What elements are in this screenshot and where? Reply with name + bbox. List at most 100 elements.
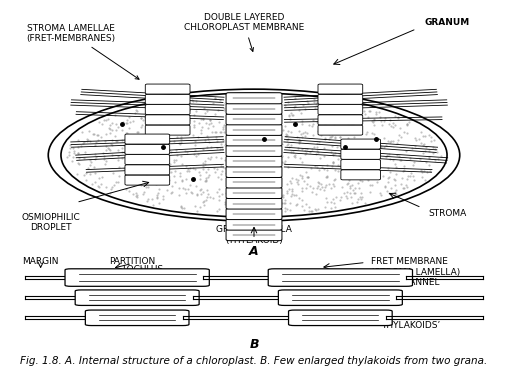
Point xyxy=(372,158,380,164)
Point xyxy=(202,169,210,175)
Point xyxy=(389,137,397,144)
Point xyxy=(177,134,185,140)
Point xyxy=(405,154,414,161)
Point xyxy=(151,142,160,148)
Point xyxy=(123,181,131,187)
Point xyxy=(218,191,226,197)
Point xyxy=(359,178,367,184)
Point xyxy=(284,136,292,142)
Point xyxy=(318,127,326,134)
Point xyxy=(259,176,267,182)
Point xyxy=(386,139,394,145)
Point xyxy=(275,173,283,179)
Point xyxy=(402,122,410,128)
Point xyxy=(269,153,277,159)
Point xyxy=(307,189,315,195)
Point xyxy=(319,115,327,121)
Point xyxy=(151,104,159,111)
Point xyxy=(431,157,439,163)
Point xyxy=(274,143,282,149)
Point xyxy=(130,160,138,166)
Point xyxy=(303,130,311,136)
Point xyxy=(355,169,363,175)
Point xyxy=(237,196,245,202)
Text: GRANA LAMELLA
(THYLAKOID): GRANA LAMELLA (THYLAKOID) xyxy=(216,225,292,245)
Point xyxy=(421,148,429,154)
Point xyxy=(166,161,174,167)
Point xyxy=(310,96,318,102)
Point xyxy=(86,157,94,163)
Point xyxy=(83,137,91,143)
FancyBboxPatch shape xyxy=(318,84,363,94)
Point xyxy=(290,153,298,159)
Point xyxy=(338,183,346,190)
Point xyxy=(282,142,291,148)
Point xyxy=(203,194,211,200)
Point xyxy=(188,165,197,171)
Point xyxy=(244,146,252,152)
Point xyxy=(135,136,143,142)
Point xyxy=(299,130,307,137)
Point xyxy=(251,182,260,188)
Point xyxy=(138,160,146,166)
Point xyxy=(392,171,400,178)
Point xyxy=(200,105,208,111)
Point xyxy=(233,111,241,117)
Point xyxy=(327,199,335,205)
Point xyxy=(167,169,175,175)
Point xyxy=(376,114,384,120)
Point xyxy=(258,129,266,135)
Point xyxy=(232,116,240,122)
Point xyxy=(270,152,278,158)
Point xyxy=(211,128,219,135)
Point xyxy=(412,137,420,143)
FancyBboxPatch shape xyxy=(318,94,363,104)
Point xyxy=(259,155,267,161)
Point xyxy=(140,180,148,186)
Point xyxy=(94,183,103,189)
Point xyxy=(376,143,385,149)
Point xyxy=(228,186,236,192)
Point xyxy=(364,171,372,177)
Point xyxy=(280,197,289,203)
Point xyxy=(106,147,114,153)
Point xyxy=(337,117,345,123)
Point xyxy=(245,119,253,125)
Point xyxy=(159,156,167,162)
Point xyxy=(80,139,88,145)
Point xyxy=(182,113,190,120)
Point xyxy=(207,144,215,150)
Point xyxy=(178,178,186,184)
Point xyxy=(372,135,380,141)
Point xyxy=(101,138,109,144)
Point xyxy=(352,123,360,130)
Point xyxy=(247,161,256,168)
Point xyxy=(139,170,147,176)
Point xyxy=(268,134,276,140)
Point xyxy=(231,211,239,217)
Point xyxy=(79,140,87,146)
Point xyxy=(281,158,290,164)
Point xyxy=(301,106,309,112)
Point xyxy=(213,166,221,172)
Point xyxy=(266,163,274,170)
Point xyxy=(131,110,139,116)
Point xyxy=(425,132,433,138)
Point xyxy=(130,166,138,172)
Point xyxy=(312,101,321,107)
Point xyxy=(193,98,201,104)
Point xyxy=(350,170,358,176)
Point xyxy=(421,177,429,183)
Point xyxy=(356,194,364,200)
Point xyxy=(210,165,218,171)
Point xyxy=(261,209,269,215)
Point xyxy=(147,196,155,202)
Point xyxy=(285,144,294,151)
Point xyxy=(204,166,212,172)
Point xyxy=(272,153,280,159)
Point xyxy=(91,156,99,162)
Point xyxy=(186,164,194,171)
Point xyxy=(328,110,336,116)
Point xyxy=(81,149,89,155)
Point xyxy=(205,172,213,178)
